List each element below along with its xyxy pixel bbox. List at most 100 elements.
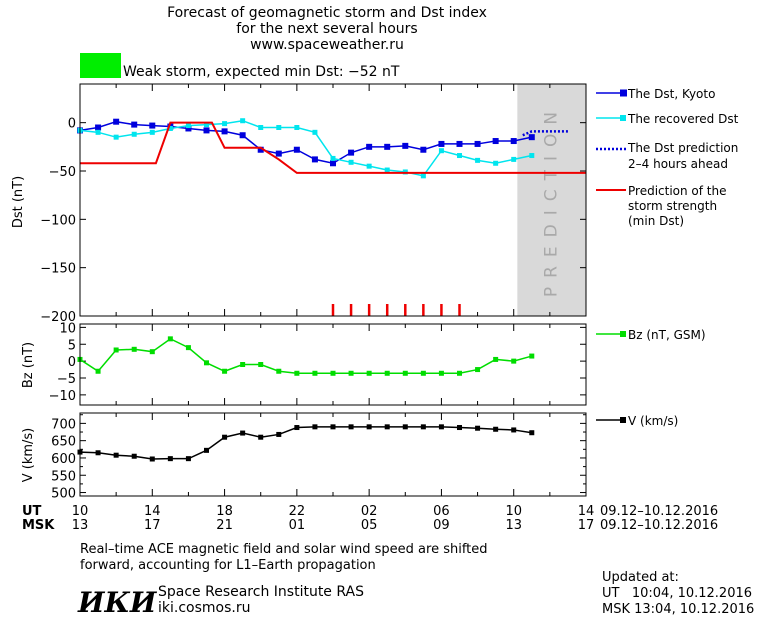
data-point <box>258 125 264 130</box>
v-panel: 700 650 600 550 500 V (km/s) <box>21 412 587 502</box>
legend-bz-label: Bz (nT, GSM) <box>628 328 706 342</box>
legend-dst-recovered: The recovered Dst <box>596 112 739 126</box>
msk-tick-label: 09 <box>433 518 450 533</box>
data-point <box>95 124 102 131</box>
data-point <box>474 140 481 147</box>
data-point <box>276 125 282 130</box>
data-point <box>312 129 318 135</box>
data-point <box>95 450 101 456</box>
data-point <box>529 353 535 359</box>
data-point <box>493 160 499 166</box>
ut-tick-label: 06 <box>433 504 450 519</box>
ut-axis-label: UT <box>22 504 42 519</box>
legend-storm-strength: Prediction of the storm strength (min Ds… <box>596 184 727 228</box>
legend: The Dst, Kyoto The recovered Dst The Dst… <box>596 87 739 428</box>
msk-date-range: 09.12–10.12.2016 <box>600 518 718 533</box>
data-point <box>420 370 426 376</box>
y-tick-label: 700 <box>51 417 76 432</box>
data-point <box>457 153 462 159</box>
data-point <box>528 134 535 141</box>
data-point <box>131 453 137 459</box>
data-point <box>240 430 246 436</box>
y-tick-label: −5 <box>57 372 76 387</box>
data-point <box>384 143 391 150</box>
dst-panel-frame <box>79 83 587 317</box>
data-point <box>366 163 372 169</box>
data-point <box>113 452 119 458</box>
y-tick-label: −200 <box>40 310 76 325</box>
data-point <box>420 173 426 179</box>
data-point <box>204 447 209 453</box>
data-point <box>402 142 409 149</box>
data-point <box>131 346 137 352</box>
data-point <box>312 424 318 430</box>
footer-note-line2: forward, accounting for L1–Earth propaga… <box>80 558 376 573</box>
msk-tick-label: 13 <box>72 518 89 533</box>
data-point <box>330 370 336 376</box>
footer-note-line1: Real–time ACE magnetic field and solar w… <box>80 542 488 557</box>
data-point <box>258 434 264 440</box>
data-point <box>457 425 462 431</box>
v-panel-frame <box>79 412 587 497</box>
data-point <box>185 345 191 351</box>
y-tick-label: −10 <box>49 389 76 404</box>
series-line <box>79 426 532 460</box>
data-point <box>222 368 228 374</box>
data-point <box>475 157 481 163</box>
data-point <box>95 368 101 374</box>
updated-label: Updated at: <box>602 570 679 585</box>
legend-dst-recovered-label: The recovered Dst <box>627 112 739 126</box>
y-tick-label: 0 <box>68 355 76 370</box>
data-point <box>438 370 444 376</box>
data-point <box>167 125 173 131</box>
data-point <box>185 125 192 132</box>
data-point <box>438 140 445 147</box>
data-point <box>204 360 209 366</box>
data-point <box>149 349 155 355</box>
data-point <box>203 127 210 134</box>
series-line <box>79 337 532 375</box>
institute-url: iki.cosmos.ru <box>158 600 250 616</box>
data-point <box>475 425 481 431</box>
dst-axis-label: Dst (nT) <box>11 176 26 228</box>
data-point <box>330 155 336 161</box>
site-url: www.spaceweather.ru <box>250 37 404 53</box>
data-point <box>330 160 336 167</box>
series-line <box>522 130 568 137</box>
data-point <box>475 367 481 373</box>
y-tick-label: −50 <box>49 165 76 180</box>
data-point <box>240 118 246 124</box>
msk-tick-label: 01 <box>289 518 306 533</box>
data-point <box>511 427 517 433</box>
y-tick-label: 0 <box>68 117 76 132</box>
data-point <box>402 424 408 430</box>
data-point <box>438 424 444 430</box>
y-tick-label: 500 <box>51 487 76 502</box>
chart-title-line1: Forecast of geomagnetic storm and Dst in… <box>167 5 487 21</box>
ut-tick-label: 10 <box>72 504 89 519</box>
legend-dst-prediction-label-1: The Dst prediction <box>627 141 738 155</box>
data-point <box>131 121 138 128</box>
data-point <box>402 370 408 376</box>
legend-v-label: V (km/s) <box>628 414 678 428</box>
data-point <box>366 424 372 430</box>
data-point <box>348 159 354 165</box>
chart-title-line2: for the next several hours <box>236 21 417 37</box>
data-point <box>330 424 336 430</box>
series-line <box>79 119 532 177</box>
data-point <box>113 347 119 353</box>
y-tick-label: −100 <box>40 213 76 228</box>
v-axis-label: V (km/s) <box>21 428 36 483</box>
data-point <box>529 153 535 159</box>
data-point <box>420 424 426 430</box>
y-tick-label: 10 <box>59 321 76 336</box>
data-point <box>311 156 318 163</box>
data-point <box>258 362 264 367</box>
data-point <box>294 125 300 130</box>
iki-logo: ИКИ <box>77 586 158 619</box>
data-point <box>113 134 119 140</box>
ut-tick-label: 02 <box>361 504 378 519</box>
data-point <box>185 456 191 462</box>
data-point <box>222 434 228 440</box>
